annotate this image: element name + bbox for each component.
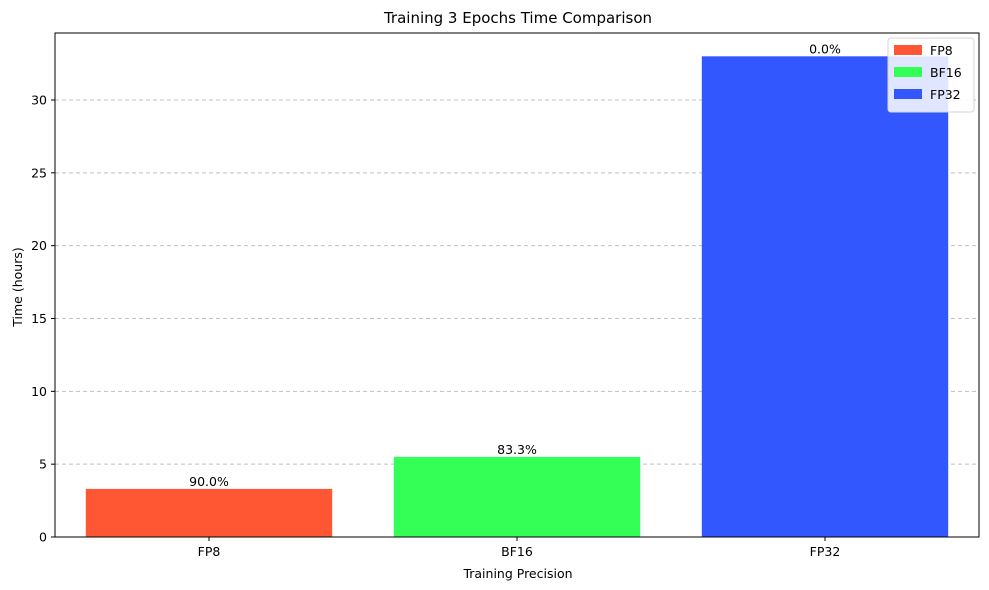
bar-bf16	[393, 456, 641, 537]
y-tick-label: 10	[31, 384, 47, 399]
x-tick-label: FP8	[198, 544, 221, 559]
legend: FP8 BF16 FP32	[887, 37, 975, 113]
x-axis-ticks: FP8 BF16 FP32	[198, 537, 841, 559]
legend-label-fp32: FP32	[930, 87, 961, 102]
legend-swatch-fp8	[894, 45, 922, 55]
data-labels: 90.0% 83.3% 0.0%	[189, 41, 841, 489]
legend-swatch-bf16	[894, 67, 922, 77]
data-label-bf16: 83.3%	[497, 442, 537, 457]
legend-label-fp8: FP8	[930, 43, 953, 58]
y-tick-label: 20	[31, 238, 47, 253]
x-tick-label: BF16	[501, 544, 533, 559]
x-axis-label: Training Precision	[462, 566, 572, 581]
data-label-fp32: 0.0%	[809, 41, 841, 56]
chart-title: Training 3 Epochs Time Comparison	[383, 9, 652, 27]
y-tick-label: 5	[39, 457, 47, 472]
y-tick-label: 0	[39, 530, 47, 545]
data-label-fp8: 90.0%	[189, 474, 229, 489]
legend-label-bf16: BF16	[930, 65, 962, 80]
y-tick-label: 25	[31, 165, 47, 180]
bar-fp8	[85, 488, 333, 537]
x-tick-label: FP32	[810, 544, 841, 559]
y-axis-ticks: 0 5 10 15 20 25 30	[31, 93, 55, 545]
bars	[85, 56, 949, 537]
y-tick-label: 30	[31, 93, 47, 108]
y-tick-label: 15	[31, 311, 47, 326]
y-axis-label: Time (hours)	[10, 247, 25, 327]
legend-swatch-fp32	[894, 89, 922, 99]
bar-fp32	[701, 56, 949, 537]
